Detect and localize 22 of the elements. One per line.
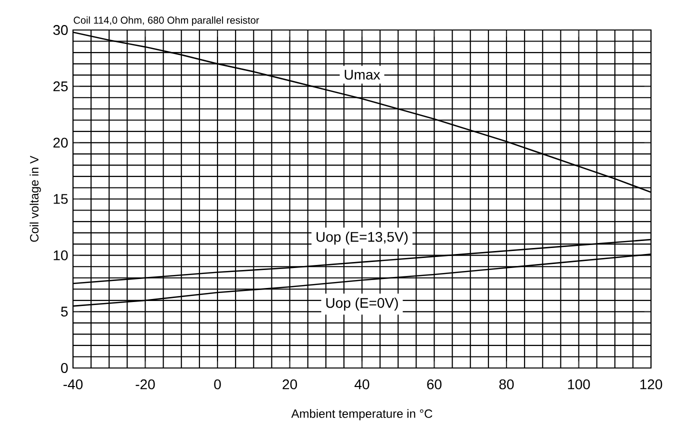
x-tick-label: 40 [354, 379, 370, 390]
y-tick-label: 5 [61, 306, 68, 317]
x-tick-label: 80 [499, 379, 514, 390]
y-tick-label: 30 [53, 25, 68, 35]
x-tick-label: 100 [568, 379, 590, 390]
x-tick-label: 120 [640, 379, 662, 390]
y-tick-label: 10 [54, 250, 68, 260]
x-tick-label: 0 [214, 379, 221, 390]
series-label: Uop (E=13,5V) [316, 232, 408, 245]
y-axis-title: Coil voltage in V [30, 156, 41, 242]
x-tick-label: -40 [64, 379, 83, 390]
y-tick-label: 0 [61, 363, 68, 373]
y-tick-label: 25 [53, 81, 68, 92]
y-tick-label: 15 [54, 194, 68, 204]
x-tick-label: 20 [282, 379, 297, 390]
x-tick-label: -20 [136, 379, 155, 390]
series-label: Umax [344, 70, 380, 80]
series-label: Uop (E=0V) [326, 298, 398, 311]
x-tick-label: 60 [427, 379, 442, 390]
y-tick-label: 20 [53, 138, 68, 148]
chart-title: Coil 114,0 Ohm, 680 Ohm parallel resistor [74, 16, 260, 26]
x-axis-title: Ambient temperature in °C [291, 409, 432, 420]
